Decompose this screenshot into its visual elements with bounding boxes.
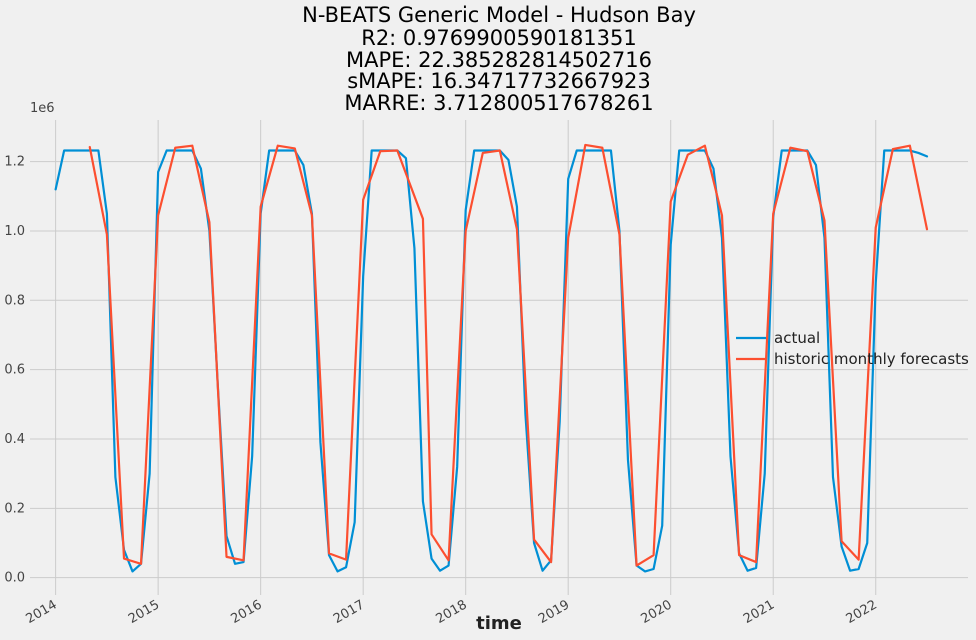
legend-label: actual xyxy=(774,329,820,347)
y-tick-label: 1.0 xyxy=(4,224,25,239)
x-tick-label: 2017 xyxy=(331,597,367,627)
x-axis-label: time xyxy=(476,613,522,634)
y-tick-label: 0.2 xyxy=(4,501,25,516)
title-line-2: R2: 0.9769900590181351 xyxy=(361,26,637,50)
x-tick-label: 2021 xyxy=(741,597,777,627)
series-line-actual xyxy=(54,149,929,573)
y-tick-label: 0.6 xyxy=(4,363,25,378)
title-line-4: sMAPE: 16.34717732667923 xyxy=(347,69,651,93)
title-line-3: MAPE: 22.385282814502716 xyxy=(346,48,652,72)
x-tick-label: 2022 xyxy=(844,597,880,627)
y-tick-label: 1.2 xyxy=(4,155,25,170)
series-layer xyxy=(54,143,929,573)
y-exponent-label: 1e6 xyxy=(30,101,55,116)
title-line-1: N-BEATS Generic Model - Hudson Bay xyxy=(302,3,696,27)
grid-lines xyxy=(30,120,968,595)
x-tick-label: 2019 xyxy=(536,597,572,627)
x-tick-label: 2014 xyxy=(23,597,59,627)
x-tick-label: 2020 xyxy=(639,597,675,627)
y-tick-label: 0.8 xyxy=(4,293,25,308)
y-tick-label: 0.4 xyxy=(4,432,25,447)
y-tick-label: 0.0 xyxy=(4,571,25,586)
legend: actual historic monthly forecasts xyxy=(736,329,969,368)
chart-title: N-BEATS Generic Model - Hudson Bay R2: 0… xyxy=(302,3,696,115)
x-tick-label: 2016 xyxy=(228,597,264,627)
legend-label: historic monthly forecasts xyxy=(774,350,969,368)
series-line-forecast xyxy=(88,143,929,567)
x-tick-label: 2018 xyxy=(434,597,470,627)
title-line-5: MARRE: 3.712800517678261 xyxy=(344,91,653,115)
plot-area xyxy=(30,120,968,595)
x-tick-label: 2015 xyxy=(126,597,162,627)
